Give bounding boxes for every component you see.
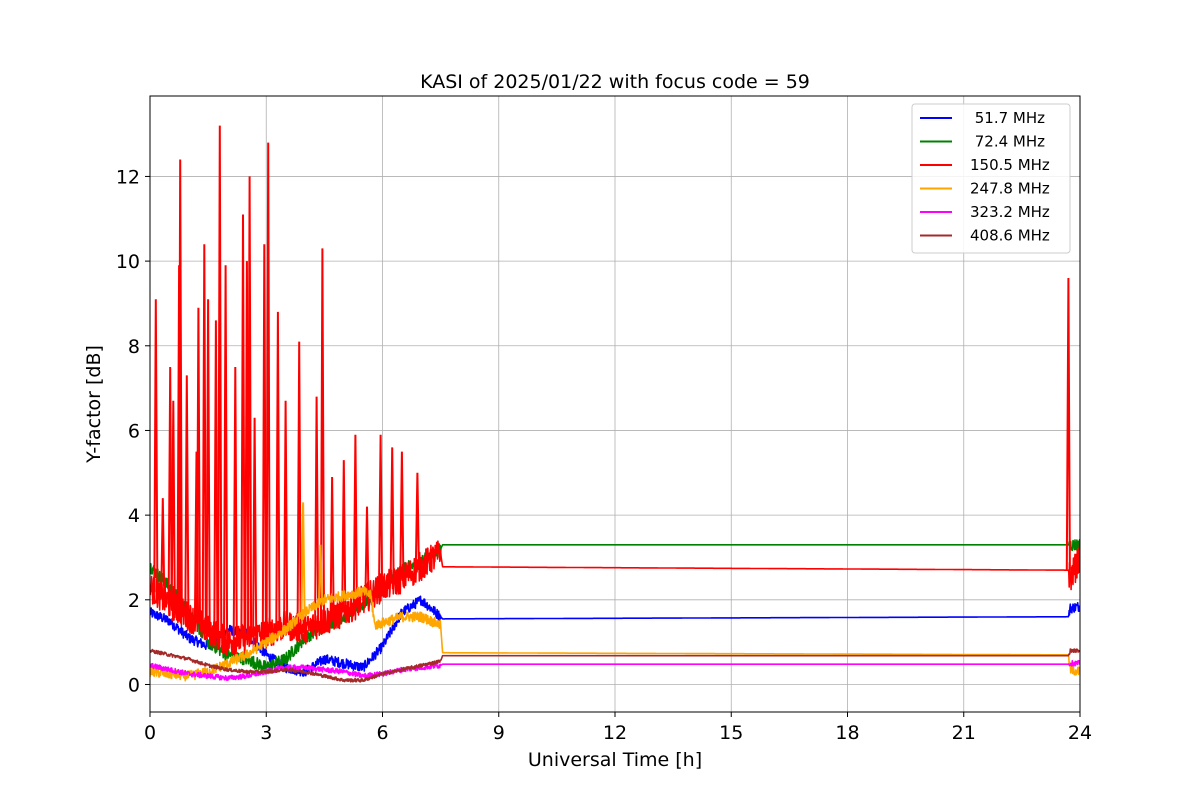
x-tick-label: 0 (144, 722, 156, 744)
series-spike (283, 400, 289, 626)
x-tick-label: 15 (719, 722, 743, 744)
plot-area (150, 125, 1080, 683)
series-spike (265, 142, 271, 633)
series-spike (296, 341, 302, 629)
legend-label: 72.4 MHz (970, 133, 1045, 151)
x-tick-label: 21 (952, 722, 976, 744)
series-spike (177, 159, 183, 612)
series-spike (261, 244, 267, 635)
series-line (150, 540, 1080, 656)
y-axis-label: Y-factor [dB] (83, 345, 105, 464)
series-spike (240, 214, 246, 639)
legend: 51.7 MHz 72.4 MHz 150.5 MHz 247.8 MHz 323.2… (911, 103, 1071, 254)
legend-label: 247.8 MHz (970, 180, 1050, 198)
series-spike (329, 476, 335, 618)
series-spike (300, 502, 306, 615)
series-spike (223, 265, 229, 641)
series-spike (319, 248, 325, 622)
series-spike (160, 498, 166, 599)
series-spike (318, 544, 324, 603)
series-line (150, 648, 1080, 683)
legend-label: 323.2 MHz (970, 203, 1050, 221)
series-spike (1065, 277, 1071, 571)
legend-label: 408.6 MHz (970, 227, 1050, 245)
series-spike (247, 176, 253, 638)
x-tick-label: 24 (1068, 722, 1092, 744)
series-spike (252, 417, 258, 637)
series-spike (167, 366, 173, 605)
series-spike (153, 299, 159, 593)
series-spike (414, 472, 420, 569)
y-tick-label: 4 (128, 505, 140, 527)
series-line (150, 660, 1080, 681)
x-tick-label: 12 (603, 722, 627, 744)
x-tick-label: 18 (835, 722, 859, 744)
series-spike (378, 434, 384, 589)
series-spike (399, 451, 405, 579)
y-tick-label: 8 (128, 336, 140, 358)
series-spike (205, 299, 211, 630)
x-tick-label: 3 (260, 722, 272, 744)
y-tick-label: 10 (116, 251, 140, 273)
chart-title: KASI of 2025/01/22 with focus code = 59 (420, 71, 810, 93)
y-tick-label: 0 (128, 674, 140, 696)
series-spike (195, 307, 201, 624)
x-axis-label: Universal Time [h] (528, 749, 702, 771)
series-spike (170, 400, 176, 607)
y-tick-label: 2 (128, 590, 140, 612)
y-tick-label: 6 (128, 420, 140, 442)
series-spike (352, 434, 358, 605)
x-tick-label: 9 (493, 722, 505, 744)
x-tick-label: 6 (376, 722, 388, 744)
series-spike (364, 506, 370, 598)
series-spike (184, 375, 190, 616)
series-spike (314, 396, 320, 625)
legend-label: 51.7 MHz (970, 109, 1045, 127)
y-tick-label: 12 (116, 166, 140, 188)
series-spike (201, 244, 207, 627)
series-spike (232, 366, 238, 641)
series-spike (275, 311, 281, 629)
series-spike (389, 447, 395, 583)
legend-label: 150.5 MHz (970, 156, 1050, 174)
series-spike (217, 125, 223, 638)
series-spike (341, 460, 347, 613)
series-spike (213, 320, 219, 635)
